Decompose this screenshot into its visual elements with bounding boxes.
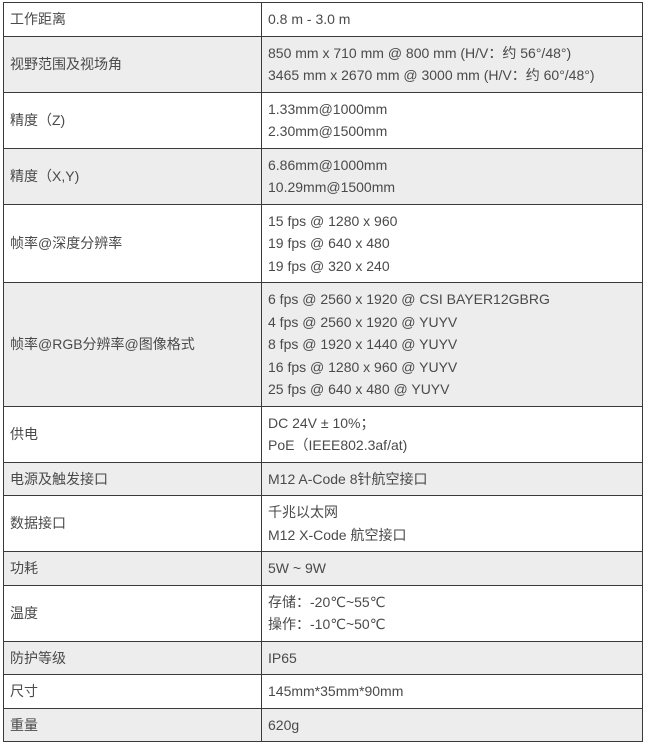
spec-value-line: DC 24V ± 10%；: [268, 414, 375, 431]
spec-value-line: 3465 mm x 2670 mm @ 3000 mm (H/V：约 60°/4…: [268, 67, 595, 83]
spec-value-line: 6 fps @ 2560 x 1920 @ CSI BAYER12GBRG: [268, 291, 550, 307]
spec-value: 620g: [261, 707, 643, 742]
spec-value-line: 5W ~ 9W: [268, 560, 326, 576]
spec-value-line: 2.30mm@1500mm: [268, 123, 388, 139]
spec-label: 供电: [3, 405, 262, 463]
spec-label: 数据接口: [3, 495, 262, 552]
table-row: 精度（Z) 1.33mm@1000mm 2.30mm@1500mm: [3, 91, 643, 149]
spec-value: 145mm*35mm*90mm: [261, 674, 643, 709]
spec-table-body: 工作距离 0.8 m - 3.0 m 视野范围及视场角 850 mm x 710 mm…: [3, 2, 643, 742]
spec-value-line: 6.86mm@1000mm: [268, 156, 388, 173]
spec-value: 6 fps @ 2560 x 1920 @ CSI BAYER12GBRG 4 f…: [261, 282, 643, 407]
spec-value: IP65: [261, 640, 643, 675]
spec-value-line: 存储：-20℃~55℃: [268, 593, 386, 610]
spec-label: 帧率@深度分辨率: [3, 203, 262, 283]
spec-value-line: PoE（IEEE802.3af/at): [268, 437, 408, 453]
table-row: 防护等级 IP65: [3, 640, 643, 675]
spec-value-line: 千兆以太网: [268, 504, 338, 520]
table-row: 电源及触发接口 M12 A-Code 8针航空接口: [3, 461, 643, 496]
spec-label: 工作距离: [3, 2, 262, 37]
spec-value: 850 mm x 710 mm @ 800 mm (H/V：约 56°/48°)…: [261, 35, 643, 93]
spec-label: 功耗: [3, 551, 262, 586]
spec-table: 工作距离 0.8 m - 3.0 m 视野范围及视场角 850 mm x 710 mm…: [3, 2, 643, 742]
spec-value-line: 操作：-10℃~50℃: [268, 616, 386, 632]
spec-value-line: M12 A-Code 8针航空接口: [268, 470, 428, 487]
spec-label: 精度（X,Y): [3, 147, 262, 205]
spec-value-line: 10.29mm@1500mm: [268, 179, 396, 195]
spec-value-line: 8 fps @ 1920 x 1440 @ YUYV: [268, 336, 458, 352]
spec-value-line: 25 fps @ 640 x 480 @ YUYV: [268, 381, 450, 397]
spec-value-line: M12 X-Code 航空接口: [268, 526, 407, 543]
spec-value: 0.8 m - 3.0 m: [261, 2, 643, 37]
spec-label: 视野范围及视场角: [3, 35, 262, 93]
spec-label: 电源及触发接口: [3, 461, 262, 496]
spec-value-line: 19 fps @ 640 x 480: [268, 235, 390, 251]
table-row: 供电 DC 24V ± 10%； PoE（IEEE802.3af/at): [3, 405, 643, 463]
spec-value: 5W ~ 9W: [261, 551, 643, 586]
spec-value-line: IP65: [268, 649, 297, 666]
spec-value: 1.33mm@1000mm 2.30mm@1500mm: [261, 91, 643, 149]
spec-label: 精度（Z): [3, 91, 262, 149]
spec-value-line: 15 fps @ 1280 x 960: [268, 212, 398, 229]
table-row: 重量 620g: [3, 707, 643, 742]
spec-value-line: 145mm*35mm*90mm: [268, 683, 404, 699]
spec-value-line: 850 mm x 710 mm @ 800 mm (H/V：约 56°/48°): [268, 44, 572, 61]
table-row: 数据接口 千兆以太网 M12 X-Code 航空接口: [3, 495, 643, 552]
spec-label: 帧率@RGB分辨率@图像格式: [3, 282, 262, 407]
spec-label: 防护等级: [3, 640, 262, 675]
table-row: 帧率@深度分辨率 15 fps @ 1280 x 960 19 fps @ 640 …: [3, 203, 643, 283]
spec-value-line: 4 fps @ 2560 x 1920 @ YUYV: [268, 313, 458, 330]
table-row: 帧率@RGB分辨率@图像格式 6 fps @ 2560 x 1920 @ CSI …: [3, 282, 643, 407]
table-row: 温度 存储：-20℃~55℃ 操作：-10℃~50℃: [3, 584, 643, 642]
spec-label: 重量: [3, 707, 262, 742]
spec-label: 温度: [3, 584, 262, 642]
spec-value-line: 19 fps @ 320 x 240: [268, 257, 390, 274]
table-row: 尺寸 145mm*35mm*90mm: [3, 674, 643, 709]
table-row: 视野范围及视场角 850 mm x 710 mm @ 800 mm (H/V：约 …: [3, 35, 643, 93]
spec-value: DC 24V ± 10%； PoE（IEEE802.3af/at): [261, 405, 643, 463]
spec-value-line: 620g: [268, 716, 300, 733]
spec-value-line: 1.33mm@1000mm: [268, 100, 388, 117]
table-row: 功耗 5W ~ 9W: [3, 551, 643, 586]
spec-value: M12 A-Code 8针航空接口: [261, 461, 643, 496]
spec-value: 存储：-20℃~55℃ 操作：-10℃~50℃: [261, 584, 643, 642]
table-row: 精度（X,Y) 6.86mm@1000mm 10.29mm@1500mm: [3, 147, 643, 205]
spec-value: 千兆以太网 M12 X-Code 航空接口: [261, 495, 643, 552]
table-row: 工作距离 0.8 m - 3.0 m: [3, 2, 643, 37]
spec-value: 15 fps @ 1280 x 960 19 fps @ 640 x 480 19 …: [261, 203, 643, 283]
spec-value: 6.86mm@1000mm 10.29mm@1500mm: [261, 147, 643, 205]
spec-value-line: 0.8 m - 3.0 m: [268, 11, 351, 27]
spec-value-line: 16 fps @ 1280 x 960 @ YUYV: [268, 358, 458, 375]
spec-label: 尺寸: [3, 674, 262, 709]
